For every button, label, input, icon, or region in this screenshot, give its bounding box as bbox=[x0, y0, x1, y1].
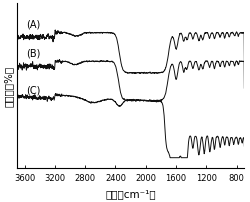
Text: (A): (A) bbox=[26, 20, 40, 29]
Y-axis label: 透光率（%）: 透光率（%） bbox=[4, 66, 14, 107]
Text: (C): (C) bbox=[26, 85, 40, 95]
X-axis label: 波数（cm⁻¹）: 波数（cm⁻¹） bbox=[105, 188, 156, 198]
Text: (B): (B) bbox=[26, 48, 40, 58]
